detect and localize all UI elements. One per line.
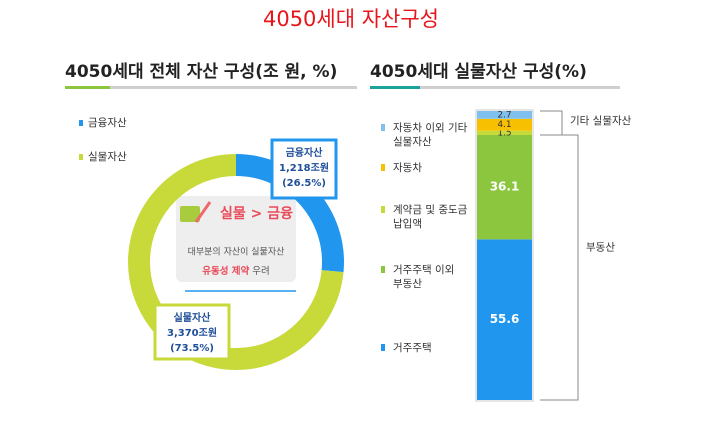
legend-swatch (79, 154, 83, 160)
segment-label-name: 금융자산 (286, 146, 324, 159)
page-title: 4050세대 자산구성 (263, 7, 439, 31)
legend-swatch (381, 206, 385, 213)
pencil-icon (194, 201, 212, 223)
group-bracket (540, 110, 563, 136)
legend-label: 자동차 이외 기타 실물자산 (393, 122, 468, 148)
legend-label: 거주주택 이외 부동산 (393, 264, 455, 290)
title-rule-accent (370, 86, 420, 89)
segment-label-value: (73.5%) (170, 343, 214, 354)
data-label: 55.6 (490, 312, 520, 326)
data-label: 4.1 (497, 120, 511, 130)
data-label: 1.5 (497, 128, 511, 138)
title-rule-accent (65, 86, 110, 89)
segment-label-name: 실물자산 (174, 311, 212, 324)
note-icon (180, 206, 200, 222)
group-label: 기타 실물자산 (570, 115, 632, 127)
data-label: 36.1 (490, 180, 520, 194)
segment-label-amount: 1,218조원 (279, 161, 329, 174)
title-rule (370, 86, 620, 89)
legend-label: 계약금 및 중도금 납입액 (393, 204, 468, 230)
legend-label: 금융자산 (88, 117, 127, 129)
segment-label-value: (26.5%) (282, 178, 326, 189)
legend-swatch (79, 120, 83, 126)
callout-note: 대부분의 자산이 실물자산 (188, 247, 285, 258)
data-label: 2.7 (497, 110, 511, 120)
warning: 유동성 제약 (202, 265, 249, 277)
bar-segment (477, 134, 532, 240)
bar-segment (477, 118, 532, 131)
legend-label: 실물자산 (88, 151, 127, 163)
callout-warning: 유동성 제약 우려 (202, 265, 270, 277)
group-label: 부동산 (586, 241, 615, 253)
bar-frame (475, 109, 534, 402)
legend-swatch (381, 266, 385, 273)
bar-segment (477, 130, 532, 135)
bar-segment (477, 111, 532, 119)
segment-label-amount: 3,370조원 (167, 326, 217, 339)
segment-label-box (153, 303, 231, 361)
callout-box (176, 196, 296, 282)
segment-label-box (270, 138, 338, 200)
legend-swatch (381, 124, 385, 131)
left-title: 4050세대 전체 자산 구성(조 원, %) (65, 62, 337, 82)
callout-headline: 실물 > 금융 (220, 206, 293, 222)
legend-label: 자동차 (393, 162, 422, 174)
warning-suffix: 우려 (252, 265, 269, 277)
bar-segment (477, 239, 532, 400)
group-bracket (540, 134, 579, 401)
legend-swatch (381, 164, 385, 171)
right-title: 4050세대 실물자산 구성(%) (370, 62, 587, 82)
legend-label: 거주주택 (393, 342, 432, 354)
legend-swatch (381, 344, 385, 351)
title-rule (65, 86, 357, 89)
